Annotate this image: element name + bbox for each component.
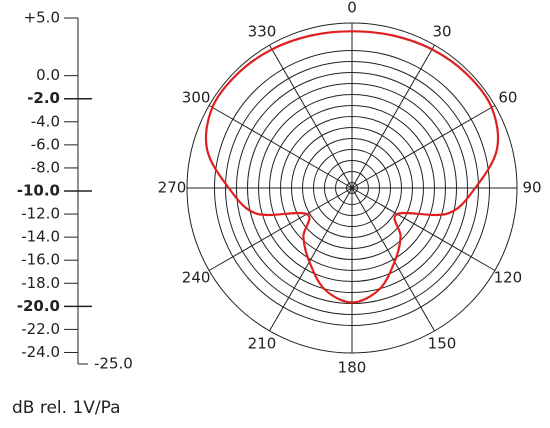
scale-label: -6.0 [31, 135, 60, 153]
grid-spoke [351, 187, 496, 271]
angle-label: 0 [347, 0, 357, 17]
angle-label: 270 [158, 179, 187, 197]
scale-label: -25.0 [94, 355, 133, 373]
angle-label: 210 [248, 334, 277, 352]
angle-label: 180 [338, 359, 367, 377]
grid-spoke [351, 187, 435, 332]
angle-label: 240 [182, 269, 211, 287]
scale-label: +5.0 [24, 9, 60, 27]
scale-label: -2.0 [27, 89, 60, 107]
scale-label: -14.0 [21, 228, 60, 246]
scale-label: -24.0 [21, 343, 60, 361]
angle-label: 60 [498, 89, 517, 107]
unit-label: dB rel. 1V/Pa [12, 398, 121, 418]
polar-curve [204, 30, 500, 304]
grid-spoke [208, 105, 353, 189]
scale-label: -8.0 [31, 158, 60, 176]
angle-label: 150 [428, 334, 457, 352]
scale-label: -10.0 [17, 182, 60, 200]
grid-spoke [351, 105, 496, 189]
scale-label: 0.0 [36, 66, 60, 84]
grid-spoke [208, 187, 353, 271]
scale-label: -4.0 [31, 112, 60, 130]
scale-label: -16.0 [21, 251, 60, 269]
grid-spoke [269, 44, 353, 189]
scale-label: -18.0 [21, 274, 60, 292]
grid-spoke [269, 187, 353, 332]
angle-label: 30 [432, 23, 451, 41]
scale-label: -22.0 [21, 320, 60, 338]
angle-label: 120 [494, 269, 523, 287]
scale-label: -12.0 [21, 205, 60, 223]
angle-label: 90 [522, 179, 541, 197]
scale-label: -20.0 [17, 297, 60, 315]
grid-spoke [351, 44, 435, 189]
angle-label: 330 [248, 23, 277, 41]
angle-label: 300 [182, 89, 211, 107]
